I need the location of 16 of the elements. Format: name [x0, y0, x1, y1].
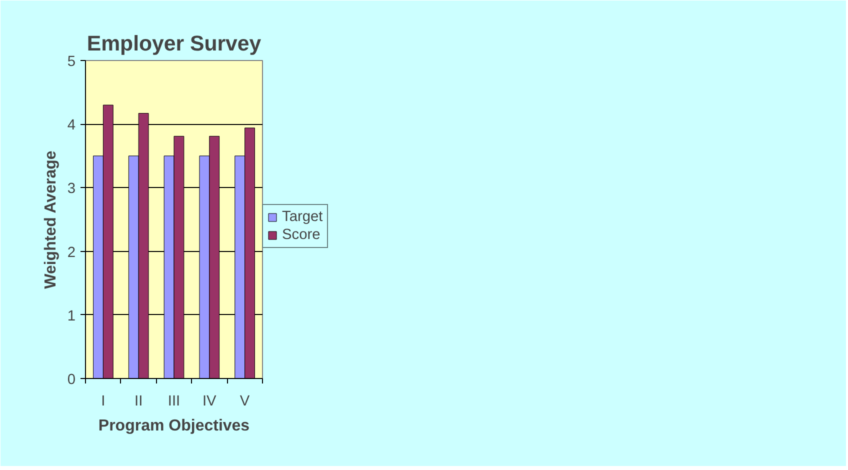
y-tick-label: 4	[67, 118, 76, 134]
x-axis-title: Program Objectives	[98, 418, 250, 434]
legend-label: Target	[282, 209, 323, 225]
chart-title: Employer Survey	[86, 32, 262, 56]
y-tick-label: 5	[67, 54, 76, 70]
x-tick-label: IV	[202, 394, 217, 410]
y-tick-label: 1	[67, 308, 76, 324]
x-tick-label: V	[240, 394, 250, 410]
x-tick-label: III	[168, 394, 180, 410]
x-tick-label: I	[101, 394, 106, 410]
y-tick-label: 3	[67, 181, 76, 198]
x-tick-label: II	[134, 394, 143, 410]
legend-label: Score	[282, 227, 320, 243]
y-tick-label: 2	[67, 244, 76, 261]
y-axis-title: Weighted Average	[42, 150, 60, 289]
y-tick-label: 0	[67, 372, 76, 388]
